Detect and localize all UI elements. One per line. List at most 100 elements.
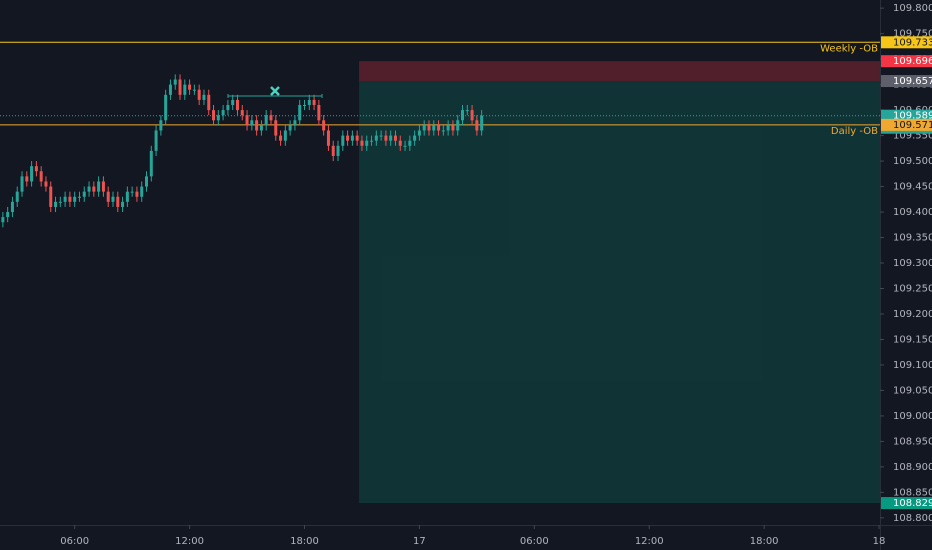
x-tick-label: 12:00 — [635, 536, 664, 547]
candle-body — [255, 120, 259, 131]
candle-body — [173, 79, 177, 85]
y-tick-label: 109.750 — [893, 29, 932, 40]
candle-body — [202, 94, 206, 100]
candle-body — [264, 115, 268, 126]
candle-body — [188, 84, 192, 90]
y-tick-label: 109.250 — [893, 283, 932, 294]
y-tick-label: 109.450 — [893, 182, 932, 193]
candle-body — [159, 120, 163, 131]
candle-body — [245, 115, 249, 126]
candle-body — [87, 186, 91, 192]
candle-body — [240, 110, 244, 116]
stop-zone — [359, 61, 881, 82]
candle-body — [15, 191, 19, 202]
price-axis: 109.800109.750109.700109.650109.600109.5… — [880, 3, 932, 524]
candle-body — [92, 186, 96, 192]
candle-body — [446, 125, 450, 131]
x-tick-label: 18:00 — [290, 536, 319, 547]
candle-body — [212, 110, 216, 121]
candle-body — [68, 196, 72, 202]
plot-area: Weekly -OB Daily -OB — [0, 41, 881, 504]
candle-body — [77, 196, 81, 198]
candle-body — [10, 201, 14, 213]
candle-body — [125, 191, 129, 202]
candle-body — [73, 196, 77, 202]
candle-body — [341, 135, 345, 146]
candle-body — [44, 181, 48, 187]
candle-body — [34, 166, 38, 172]
last-price-tag-label: 109.589 — [893, 111, 932, 122]
x-tick-label: 17 — [413, 536, 426, 547]
candle-body — [226, 105, 230, 111]
candle-body — [441, 130, 445, 132]
candle-body — [398, 140, 402, 146]
y-tick-label: 109.000 — [893, 411, 932, 422]
candle-body — [355, 135, 359, 141]
candle-body — [235, 99, 239, 111]
candle-body — [279, 135, 283, 141]
candle-body — [298, 105, 302, 121]
y-tick-label: 108.850 — [893, 487, 932, 498]
y-tick-label: 109.300 — [893, 258, 932, 269]
candle-body — [30, 166, 34, 182]
candle-body — [307, 99, 311, 105]
entry-tag — [881, 75, 932, 88]
x-tick-label: 06:00 — [60, 536, 89, 547]
candle-body — [25, 176, 29, 182]
level-tag — [881, 36, 932, 49]
candle-body — [374, 135, 378, 141]
entry-tag-label: 109.657 — [893, 76, 932, 87]
y-tick-label: 109.150 — [893, 334, 932, 345]
y-tick-label: 109.500 — [893, 156, 932, 167]
candle-body — [456, 120, 460, 131]
candle-body — [312, 99, 316, 105]
candle-body — [154, 130, 158, 151]
candle-body — [283, 130, 287, 141]
x-marker — [270, 86, 280, 96]
candle-body — [197, 89, 201, 100]
candle-body — [326, 130, 330, 146]
candle-body — [365, 140, 369, 146]
level-tag — [881, 118, 932, 131]
candle-body — [130, 191, 134, 193]
candle-body — [250, 120, 254, 126]
candle-body — [331, 145, 335, 156]
y-tick-label: 109.200 — [893, 309, 932, 320]
candle-body — [427, 125, 431, 131]
y-tick-label: 108.900 — [893, 462, 932, 473]
x-tick-label: 06:00 — [520, 536, 549, 547]
candle-body — [288, 125, 292, 131]
candle-body — [207, 94, 211, 111]
y-tick-label: 108.950 — [893, 436, 932, 447]
y-tick-label: 109.100 — [893, 360, 932, 371]
candle-body — [82, 191, 86, 197]
level-label: Daily -OB — [831, 126, 878, 137]
level-label: Weekly -OB — [820, 43, 878, 54]
candle-body — [49, 186, 53, 207]
y-tick-label: 109.550 — [893, 131, 932, 142]
level-tag-label: 109.733 — [893, 37, 932, 48]
candle-body — [370, 140, 374, 142]
x-tick-label: 18 — [873, 536, 886, 547]
candle-body — [54, 201, 58, 207]
candle-body — [389, 135, 393, 141]
candle-body — [461, 110, 465, 121]
level-tag-label: 109.571 — [893, 120, 932, 131]
y-tick-label: 109.400 — [893, 207, 932, 218]
y-tick-label: 108.800 — [893, 513, 932, 524]
candle-body — [437, 125, 441, 131]
candle-body — [216, 115, 220, 121]
candle-body — [350, 135, 354, 141]
candle-body — [135, 191, 139, 197]
target-tag-label: 108.829 — [893, 498, 932, 509]
candle-body — [413, 135, 417, 141]
candle-body — [303, 105, 307, 106]
y-tick-label: 109.350 — [893, 233, 932, 244]
candle-body — [408, 140, 412, 146]
target-tag — [881, 497, 932, 510]
candle-body — [336, 145, 340, 156]
candle-body — [101, 181, 105, 192]
